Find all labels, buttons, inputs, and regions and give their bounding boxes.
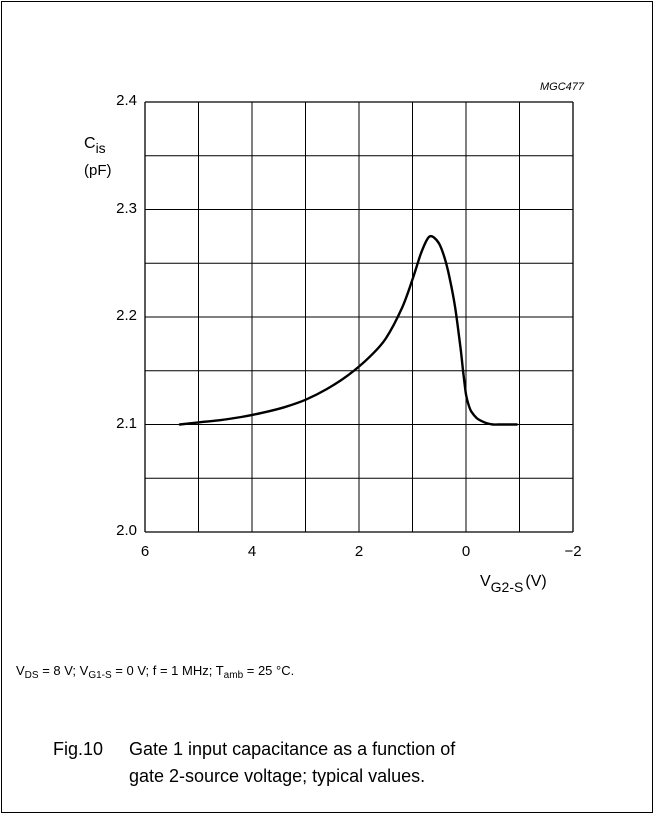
x-tick-label: 0	[461, 543, 471, 560]
x-axis-subscript: G2-S	[490, 579, 524, 595]
x-axis-label: VG2-S (V)	[480, 573, 547, 595]
y-axis-label: Cis	[84, 135, 106, 156]
caption-text-2: gate 2-source voltage; typical values.	[129, 766, 426, 786]
y-axis-subscript: is	[95, 140, 106, 156]
y-tick-label: 2.2	[116, 307, 137, 324]
caption-text-1: Gate 1 input capacitance as a function o…	[129, 739, 456, 759]
y-tick-label: 2.1	[116, 414, 137, 432]
x-tick-label: 4	[247, 543, 257, 560]
x-tick-label: 6	[140, 543, 150, 560]
vds-subscript: DS	[24, 670, 39, 681]
x-tick-label: 2	[354, 543, 364, 560]
capacitance-curve	[178, 234, 518, 426]
caption-line-1: Fig.10 Gate 1 input capacitance as a func…	[53, 736, 455, 763]
x-axis-symbol: V	[480, 573, 491, 590]
tamb-subscript: amb	[223, 670, 244, 681]
x-axis-unit: (V)	[525, 573, 547, 590]
vg1-value: = 0 V; f = 1 MHz;	[111, 663, 216, 678]
measurement-conditions: VDS = 8 V; VG1-S = 0 V; f = 1 MHz; Tamb …	[16, 663, 295, 681]
figure-code: MGC477	[540, 81, 585, 93]
x-tick-label: −2	[564, 543, 582, 560]
y-tick-label: 2.4	[116, 92, 137, 109]
tamb-value: = 25 °C.	[243, 663, 295, 678]
figure-caption: Fig.10 Gate 1 input capacitance as a func…	[53, 736, 455, 790]
y-tick-label: 2.0	[116, 522, 137, 539]
vg1-subscript: G1-S	[88, 670, 112, 681]
y-tick-label: 2.3	[116, 199, 137, 217]
caption-line-2: gate 2-source voltage; typical values.	[53, 763, 455, 790]
figure-number: Fig.10	[53, 739, 104, 759]
y-axis-unit: (pF)	[84, 162, 112, 179]
y-axis-symbol: C	[84, 135, 96, 152]
vds-value: = 8 V;	[38, 663, 80, 678]
